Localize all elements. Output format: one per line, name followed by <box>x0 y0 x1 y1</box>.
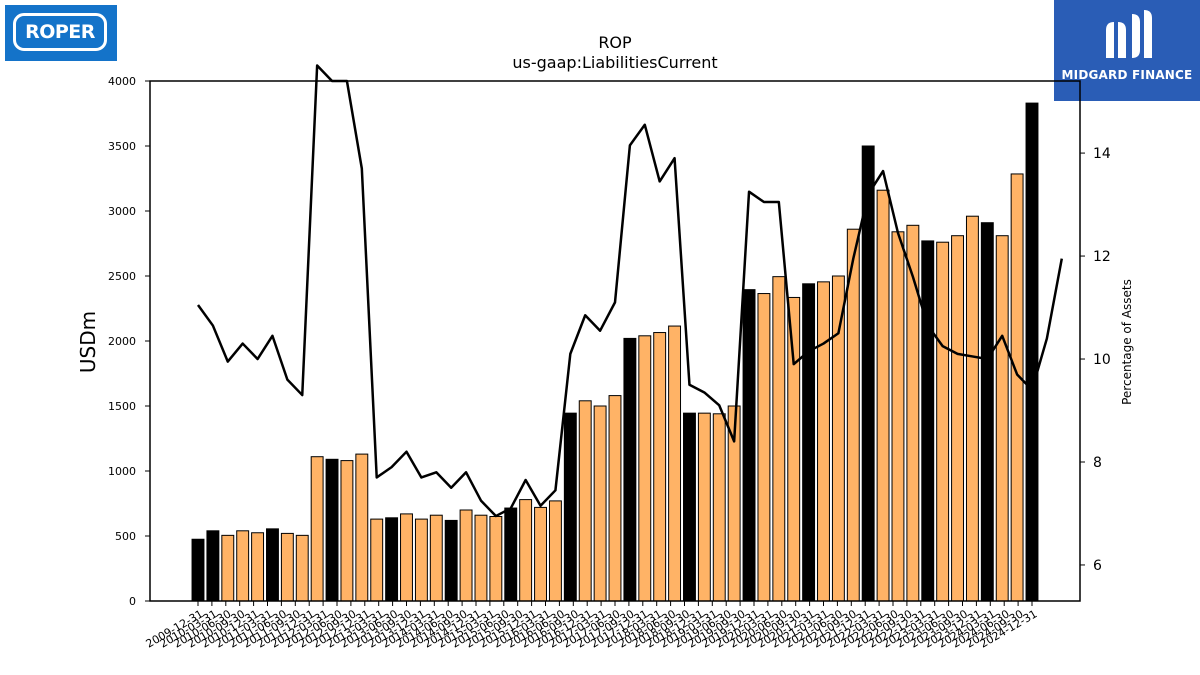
bar <box>444 519 458 602</box>
bar <box>206 530 220 602</box>
bar <box>236 530 250 602</box>
bar <box>697 412 711 602</box>
y2-tick-label: 8 <box>1093 455 1102 471</box>
y-tick-label: 3000 <box>108 205 136 218</box>
bar <box>906 224 920 602</box>
bar <box>593 405 607 602</box>
bar <box>965 215 979 602</box>
bar <box>504 507 518 602</box>
bar <box>266 528 279 602</box>
bar <box>191 538 205 602</box>
roper-logo: ROPER <box>5 5 117 61</box>
midgard-logo-text: MIDGARD FINANCE <box>1061 68 1193 82</box>
midgard-mark-icon <box>1106 10 1152 58</box>
bar <box>400 513 413 602</box>
bar <box>325 458 339 602</box>
bar <box>623 337 637 602</box>
y-tick-label: 1000 <box>108 465 136 478</box>
bar <box>414 518 428 602</box>
bar <box>683 412 696 602</box>
bar <box>459 509 473 602</box>
y-tick-label: 500 <box>115 530 136 543</box>
y2-axis-label: Percentage of Assets <box>1120 279 1134 405</box>
y-tick-label: 3500 <box>108 140 136 153</box>
y-tick-label: 0 <box>129 595 136 608</box>
bar <box>995 235 1009 602</box>
bar <box>757 293 771 602</box>
y2-tick-label: 12 <box>1093 249 1111 265</box>
bar <box>578 400 592 602</box>
bar <box>295 534 309 602</box>
y-tick-label: 2000 <box>108 335 136 348</box>
bar <box>370 518 384 602</box>
bar <box>891 231 905 602</box>
bar <box>340 460 354 602</box>
bar <box>712 413 726 602</box>
bar <box>951 235 964 602</box>
bar <box>489 516 503 602</box>
y2-tick-label: 14 <box>1093 146 1111 162</box>
y-tick-label: 2500 <box>108 270 136 283</box>
bar <box>980 222 994 602</box>
bar <box>355 453 369 602</box>
y2-tick-label: 10 <box>1093 352 1111 368</box>
bar <box>519 499 533 602</box>
bar <box>936 241 950 602</box>
bar <box>548 500 562 602</box>
bar <box>251 532 265 602</box>
bar <box>1025 102 1039 602</box>
chart-subtitle: us-gaap:LiabilitiesCurrent <box>512 53 717 72</box>
bar <box>921 240 935 602</box>
bar <box>802 283 816 602</box>
bar <box>474 514 488 602</box>
y-tick-label: 1500 <box>108 400 136 413</box>
bar <box>310 456 324 602</box>
bar <box>638 335 652 602</box>
bar <box>817 281 830 602</box>
bar <box>280 532 294 602</box>
midgard-finance-logo: MIDGARD FINANCE <box>1054 0 1200 101</box>
bar <box>653 332 667 602</box>
chart-title: ROP <box>598 33 632 52</box>
bar <box>221 534 235 602</box>
bar <box>831 275 845 602</box>
bar <box>668 325 682 602</box>
roper-logo-text: ROPER <box>13 13 107 51</box>
bar <box>742 289 756 602</box>
y2-tick-label: 6 <box>1093 558 1102 574</box>
bar <box>1010 173 1024 602</box>
y-axis-label: USDm <box>76 311 100 373</box>
bar <box>563 412 577 602</box>
bar <box>772 276 786 602</box>
bar <box>876 189 890 602</box>
bar <box>787 296 801 602</box>
bar <box>429 514 443 602</box>
bar <box>534 506 547 602</box>
bar <box>608 395 622 602</box>
bar <box>385 517 399 602</box>
y-tick-label: 4000 <box>108 75 136 88</box>
